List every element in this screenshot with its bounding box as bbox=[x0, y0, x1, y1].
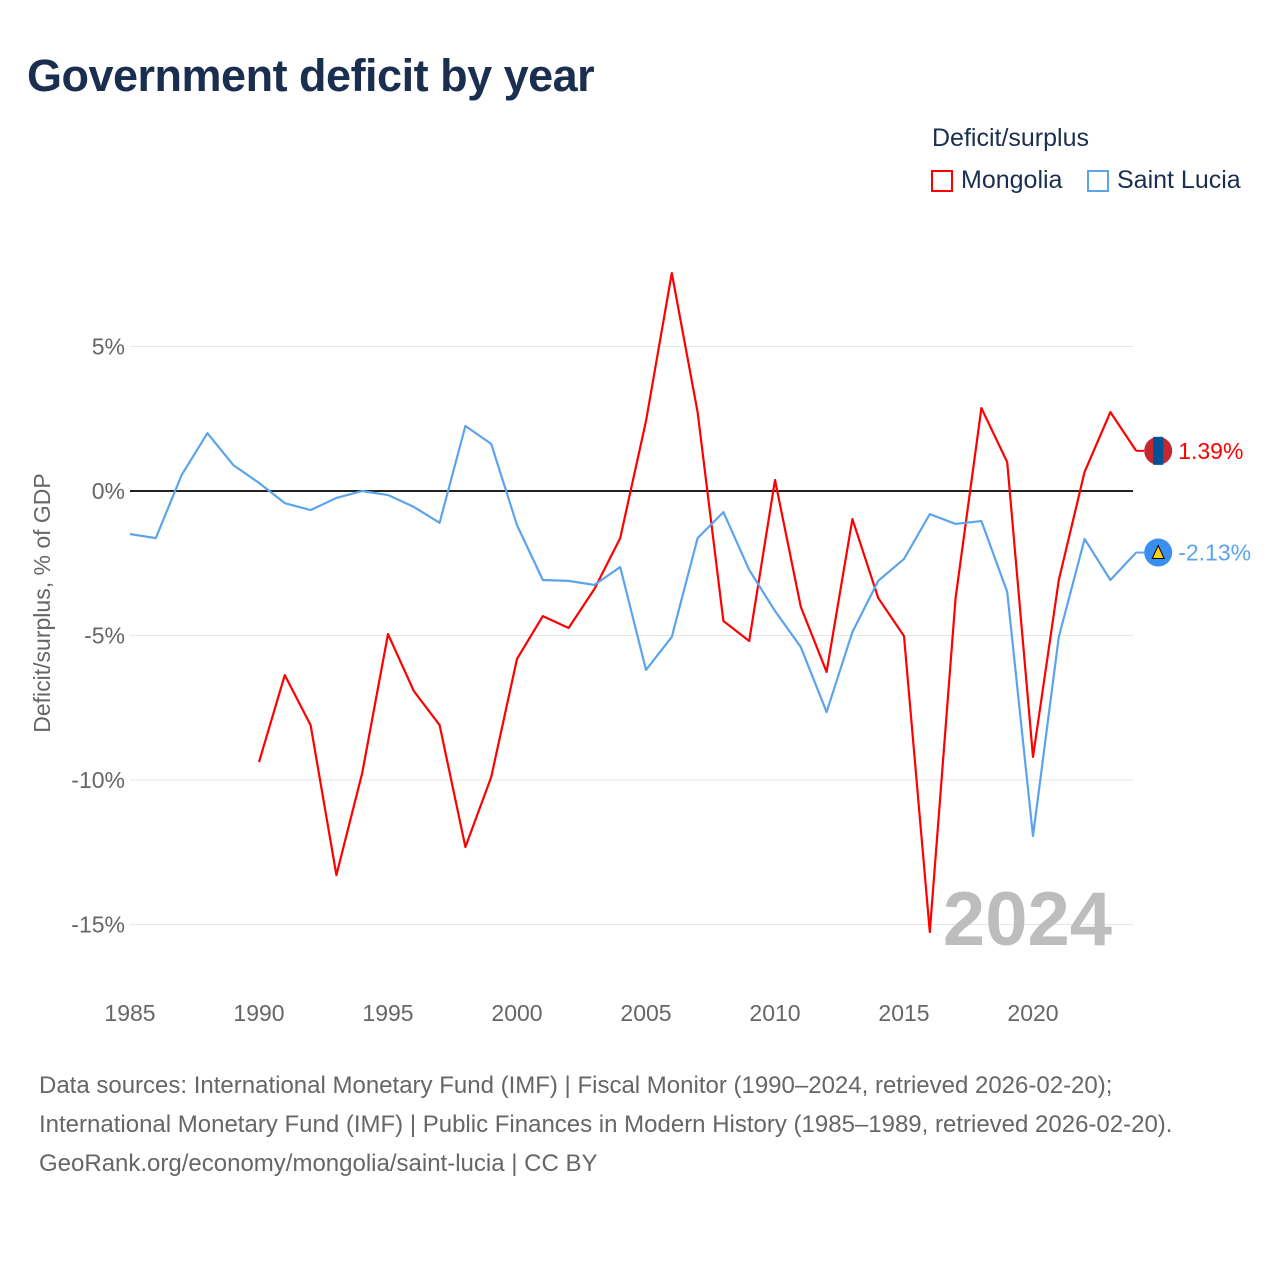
chart-title: Government deficit by year bbox=[27, 50, 595, 101]
year-watermark: 2024 bbox=[943, 877, 1112, 962]
x-tick-label: 1985 bbox=[104, 1000, 155, 1026]
y-tick-label: 5% bbox=[92, 334, 125, 360]
legend-label: Saint Lucia bbox=[1117, 166, 1241, 194]
legend-item-saint-lucia[interactable]: Saint Lucia bbox=[1087, 166, 1241, 195]
x-tick-label: 2005 bbox=[620, 1000, 671, 1026]
flag-stripe bbox=[1153, 436, 1164, 465]
credit-link[interactable]: GeoRank.org/economy/mongolia/saint-lucia… bbox=[39, 1150, 598, 1177]
end-value-label: 1.39% bbox=[1178, 438, 1243, 464]
y-tick-label: -10% bbox=[71, 767, 125, 793]
legend-swatch-mongolia bbox=[931, 169, 953, 192]
flag-triangle bbox=[1151, 544, 1165, 560]
legend-title: Deficit/surplus bbox=[932, 124, 1089, 152]
end-value-label: -2.13% bbox=[1178, 540, 1251, 566]
y-tick-label: -5% bbox=[84, 623, 125, 649]
x-tick-label: 2010 bbox=[749, 1000, 800, 1026]
legend-swatch-saint-lucia bbox=[1087, 169, 1109, 192]
y-tick-label: -15% bbox=[71, 912, 125, 938]
series-line-mongolia bbox=[257, 271, 1138, 934]
x-tick-label: 1995 bbox=[362, 1000, 413, 1026]
x-tick-label: 2000 bbox=[491, 1000, 542, 1026]
footer: Data sources: International Monetary Fun… bbox=[39, 1066, 1239, 1183]
data-sources: Data sources: International Monetary Fun… bbox=[39, 1072, 1173, 1138]
legend-item-mongolia[interactable]: Mongolia bbox=[931, 166, 1062, 195]
y-tick-label: 0% bbox=[92, 478, 125, 504]
series-line-saint-lucia bbox=[129, 424, 1138, 838]
line-chart: 5% 0% -5% -10% -15% 1985 1990 1995 2000 2005 2010 2… bbox=[29, 271, 1251, 1026]
y-axis-label: Deficit/surplus, % of GDP bbox=[29, 473, 55, 732]
x-tick-label: 1990 bbox=[233, 1000, 284, 1026]
x-tick-label: 2020 bbox=[1007, 1000, 1058, 1026]
legend-label: Mongolia bbox=[961, 166, 1063, 194]
x-tick-label: 2015 bbox=[878, 1000, 929, 1026]
